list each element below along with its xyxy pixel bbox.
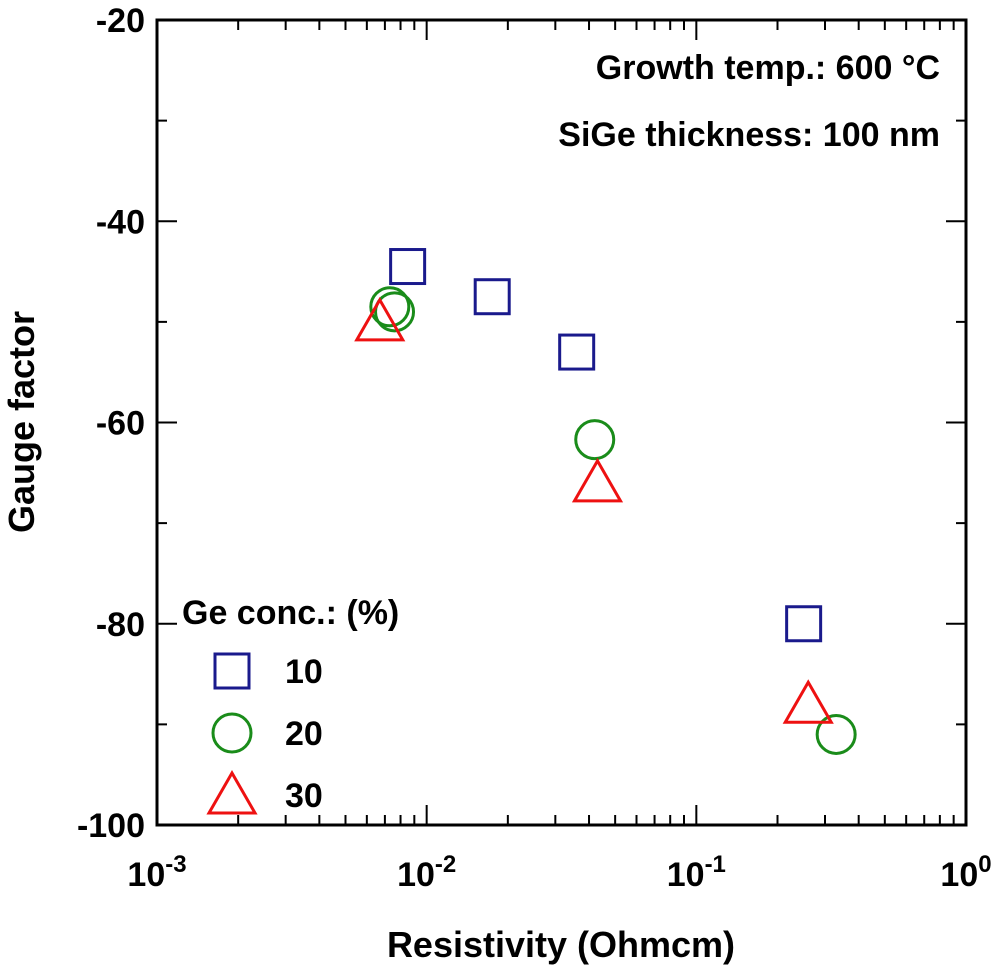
y-tick-label: -40: [96, 203, 145, 241]
legend-label: 30: [285, 777, 323, 815]
annotation-sige-thickness: SiGe thickness: 100 nm: [558, 116, 940, 154]
tick-labels: -100 -80 -60 -40 -20 10-3 10-2 10-1 100: [77, 2, 992, 894]
legend-marker-circle: [211, 712, 253, 754]
y-tick-label: -60: [96, 405, 145, 443]
data-point-circle: [574, 419, 616, 461]
y-tick-label: -20: [96, 2, 145, 40]
data-points: [354, 248, 857, 755]
legend-label: 10: [285, 653, 323, 691]
axis-ticks: [156, 19, 966, 826]
y-tick-label: -80: [96, 606, 145, 644]
legend-title: Ge conc.: (%): [182, 594, 399, 632]
x-tick-label: 10-1: [667, 851, 726, 894]
x-axis-title: Resistivity (Ohmcm): [387, 924, 735, 965]
data-point-triangle: [571, 457, 624, 503]
annotation-growth-temp: Growth temp.: 600 °C: [596, 49, 940, 87]
data-point-square: [389, 248, 427, 286]
data-point-triangle: [354, 296, 406, 342]
legend-label: 20: [285, 715, 323, 753]
data-point-circle: [369, 286, 411, 328]
x-tick-label: 10-2: [397, 851, 456, 894]
y-tick-label: -100: [77, 807, 145, 845]
data-point-square: [558, 333, 596, 371]
x-tick-label: 100: [940, 851, 991, 894]
y-axis-title: Gauge factor: [1, 311, 42, 533]
data-point-square: [473, 278, 511, 316]
data-point-square: [785, 605, 823, 643]
data-point-triangle: [782, 679, 834, 724]
x-tick-label: 10-3: [127, 851, 186, 894]
legend: Ge conc.: (%) 10 20 30: [182, 594, 399, 815]
legend-marker-triangle: [206, 769, 258, 815]
legend-marker-square: [213, 652, 251, 690]
data-point-circle: [374, 291, 416, 333]
data-point-circle: [815, 713, 857, 755]
